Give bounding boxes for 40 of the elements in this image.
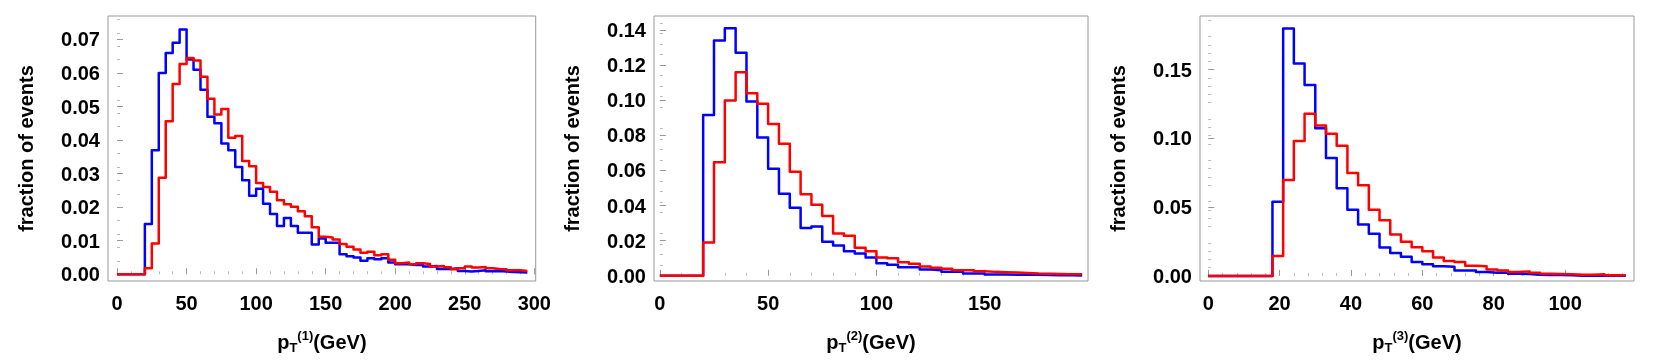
- x-tick-label: 100: [1548, 292, 1582, 314]
- x-tick-label: 80: [1482, 292, 1505, 314]
- x-tick-label: 40: [1339, 292, 1363, 314]
- x-tick-label: 0: [654, 292, 666, 314]
- y-tick-label: 0.05: [1153, 196, 1192, 219]
- y-axis-title: fraction of events: [1107, 65, 1129, 232]
- y-tick-label: 0.15: [1153, 58, 1192, 81]
- y-tick-label: 0.03: [61, 162, 100, 185]
- y-tick-label: 0.00: [1153, 264, 1192, 287]
- y-tick-label: 0.12: [607, 54, 646, 77]
- x-tick-label: 300: [517, 292, 551, 314]
- y-tick-label: 0.00: [61, 263, 100, 286]
- y-tick-label: 0.00: [607, 264, 646, 287]
- x-tick-label: 60: [1411, 292, 1434, 314]
- y-tick-label: 0.05: [61, 95, 100, 118]
- x-tick-label: 0: [111, 292, 123, 314]
- x-tick-label: 20: [1268, 292, 1291, 314]
- y-tick-label: 0.02: [607, 229, 646, 252]
- y-tick-label: 0.08: [607, 124, 646, 147]
- x-tick-label: 50: [175, 292, 198, 314]
- y-tick-label: 0.06: [61, 62, 100, 85]
- y-tick-label: 0.01: [61, 229, 100, 252]
- x-tick-label: 0: [1202, 292, 1214, 314]
- y-tick-label: 0.04: [607, 194, 647, 217]
- y-tick-label: 0.10: [607, 89, 646, 112]
- y-tick-label: 0.10: [1153, 127, 1192, 150]
- x-tick-label: 100: [859, 292, 894, 314]
- x-tick-label: 200: [378, 292, 412, 314]
- y-tick-label: 0.07: [61, 28, 100, 51]
- y-tick-label: 0.04: [61, 129, 101, 152]
- y-tick-label: 0.14: [607, 19, 647, 42]
- x-tick-label: 150: [968, 292, 1002, 314]
- x-tick-label: 50: [757, 292, 780, 314]
- y-tick-label: 0.02: [61, 196, 100, 219]
- x-tick-label: 150: [308, 292, 343, 314]
- y-axis-title: fraction of events: [15, 65, 37, 232]
- x-tick-label: 100: [239, 292, 273, 314]
- x-tick-label: 250: [448, 292, 482, 314]
- y-axis-title: fraction of events: [561, 65, 583, 232]
- y-tick-label: 0.06: [607, 159, 646, 182]
